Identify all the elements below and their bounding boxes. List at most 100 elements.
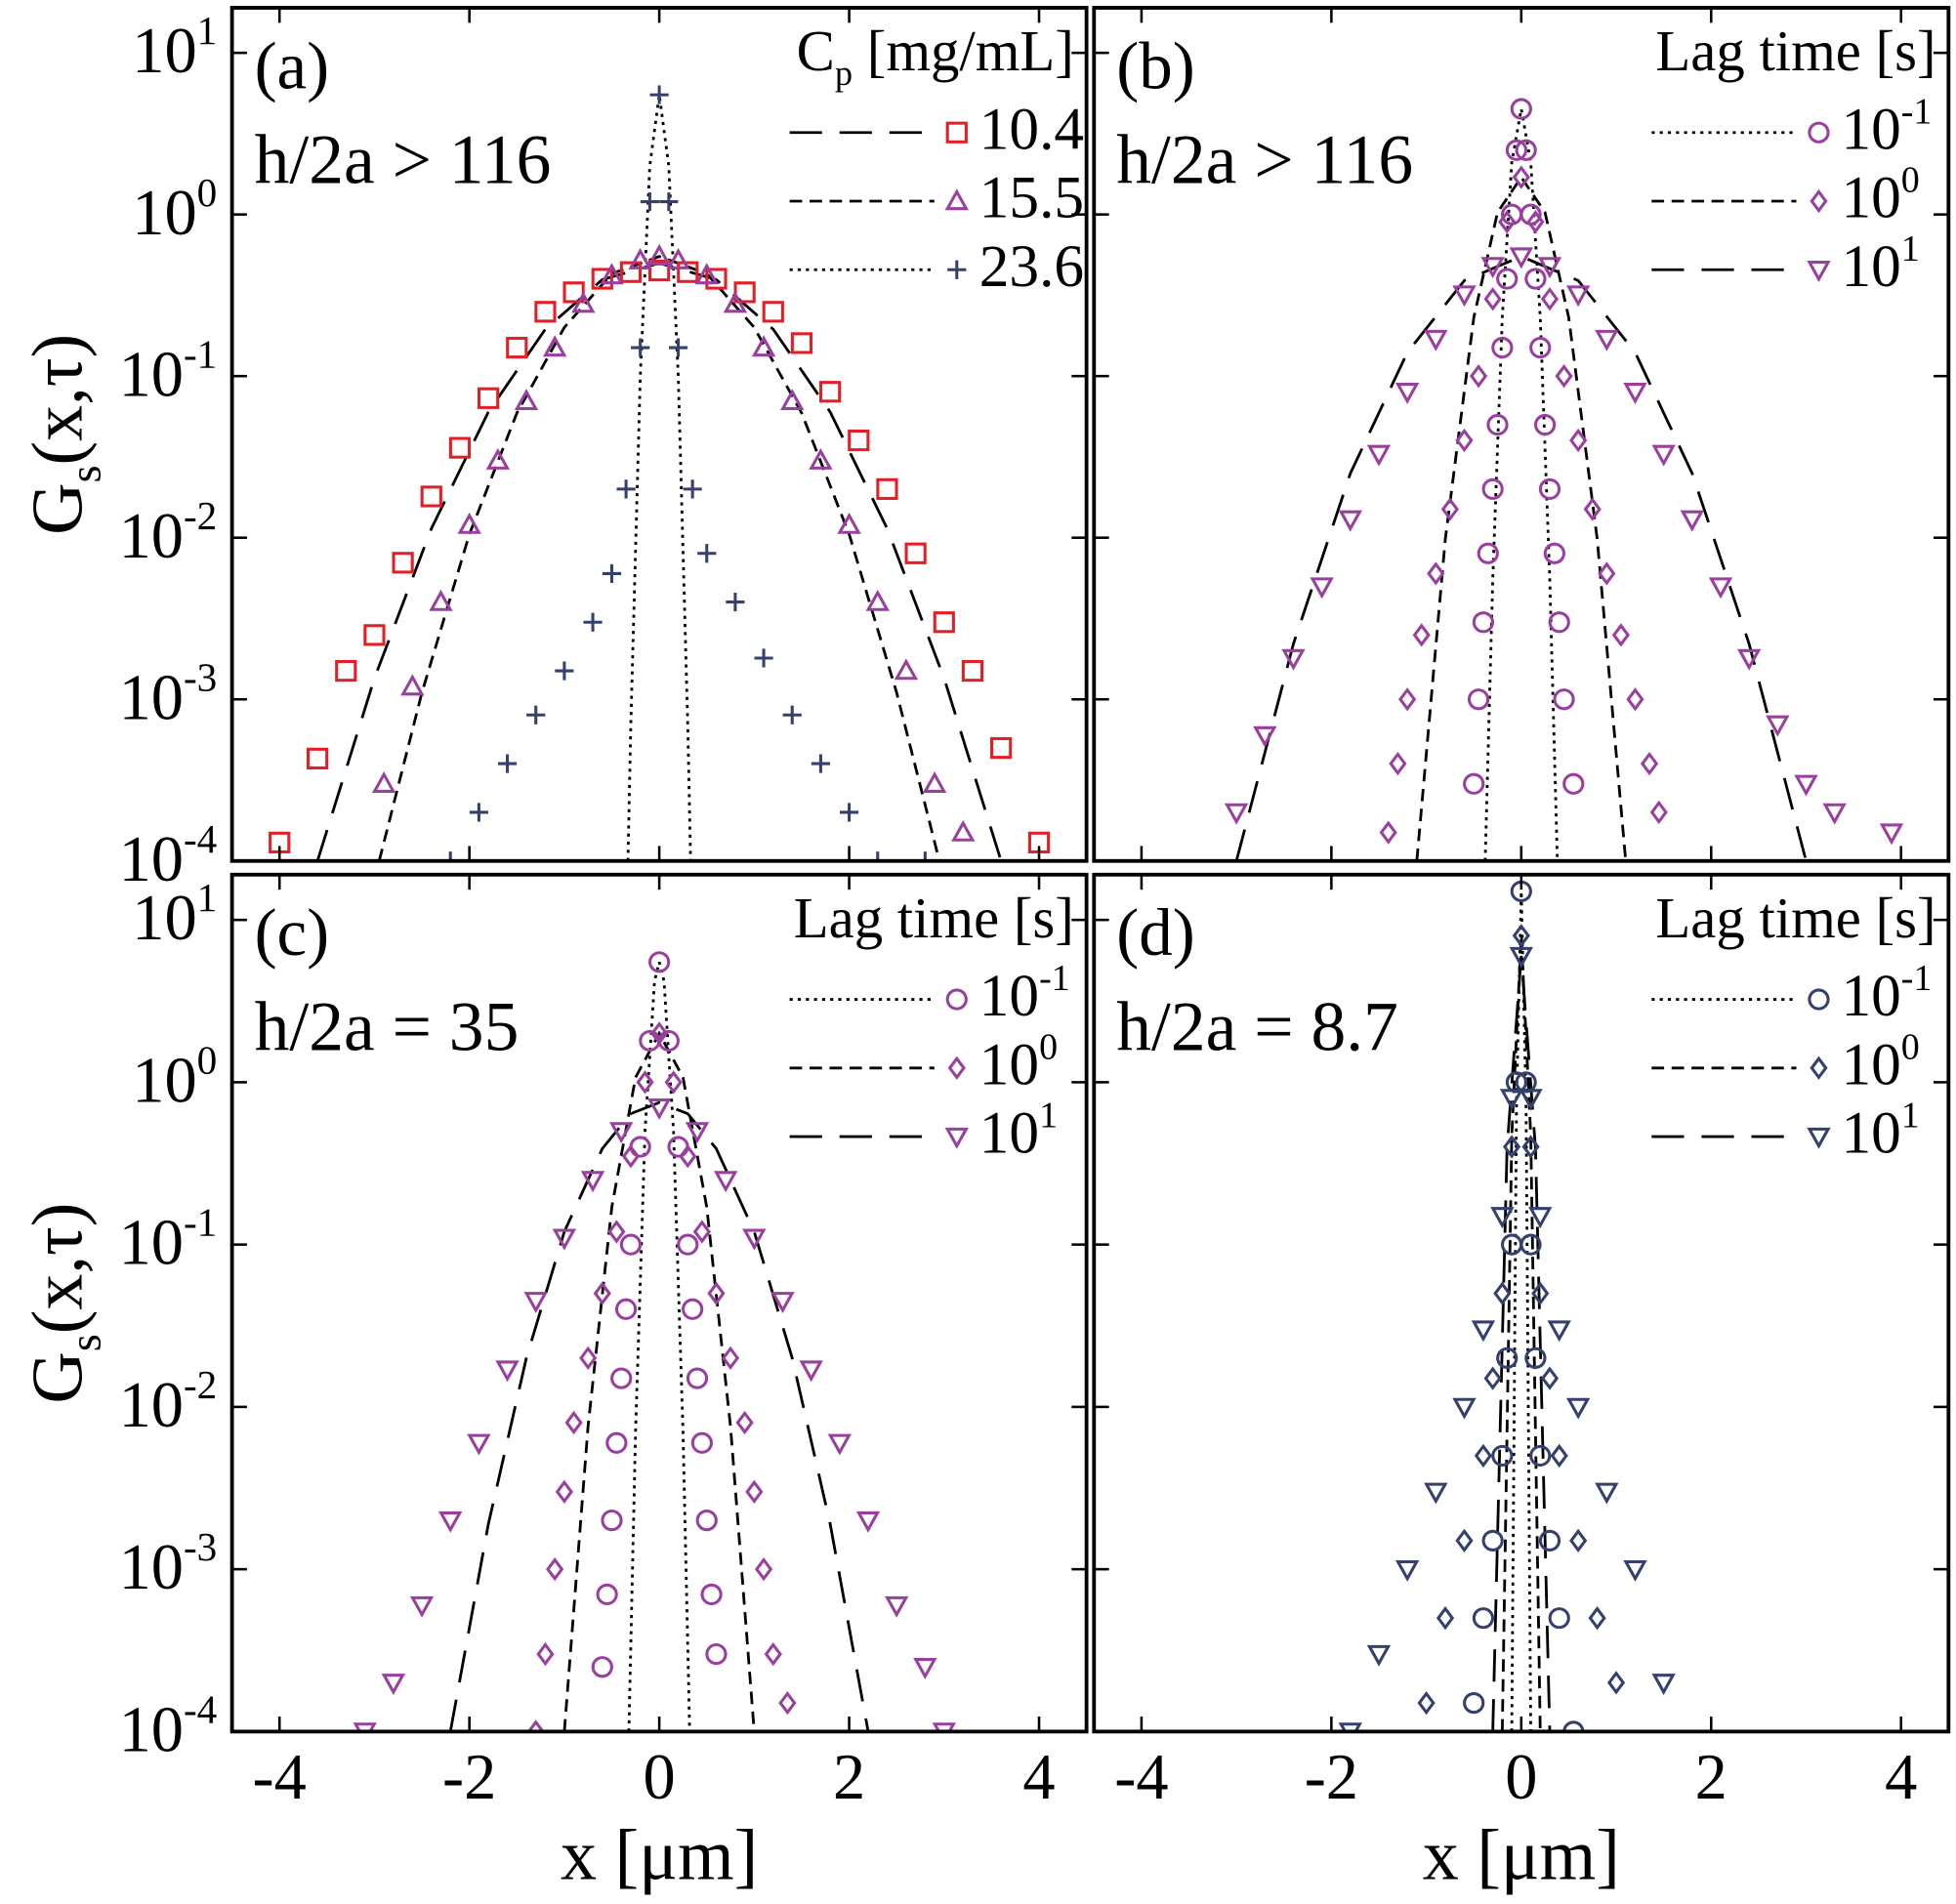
marker-plus [469,803,488,822]
marker-triangle [1310,577,1334,600]
marker-circle [629,1136,651,1158]
marker-triangle [600,263,624,285]
marker-triangle [855,1511,881,1533]
marker-triangle [944,188,969,211]
marker-plus [683,479,702,499]
marker-triangle [1338,1722,1362,1732]
marker-circle [1472,1607,1495,1630]
marker-triangle [837,512,861,534]
marker-circle [1486,413,1509,436]
marker-diamond [1436,1606,1455,1631]
marker-triangle [1595,329,1619,352]
superscript: -4 [184,1687,217,1732]
marker-diamond [621,1144,641,1169]
marker-diamond [1810,1055,1828,1080]
text-run: 10 [119,340,184,411]
marker-circle [695,1509,718,1532]
marker-plus [754,648,773,668]
text-run: 10 [119,1695,184,1766]
text-run: 23.6 [979,233,1084,300]
superscript: 0 [197,170,218,215]
legend-label: 10-1 [1841,91,1932,162]
text-run: 2 [1695,1742,1727,1813]
text-run: [mg/mL] [853,21,1074,84]
text-run: (b) [1116,28,1194,103]
marker-circle [1496,268,1519,290]
marker-triangle [1519,1089,1543,1111]
marker-circle [1524,268,1547,290]
marker-diamond [1512,165,1530,189]
text-run: h/2a = 35 [255,989,520,1066]
marker-square [306,747,329,770]
marker-circle [1481,477,1504,500]
marker-triangle [523,1292,548,1314]
marker-plus [602,563,622,584]
text-run: 10 [1841,96,1900,162]
marker-circle [1808,121,1830,144]
marker-circle [1505,139,1528,161]
marker-triangle [1807,1127,1831,1149]
legend-title: Lag time [s] [1655,21,1935,84]
marker-plus [697,544,717,563]
text-run: G [18,482,98,535]
y-tick-label: 10-4 [119,1687,218,1766]
marker-diamond [1483,287,1502,311]
superscript: 0 [1039,1026,1058,1067]
marker-triangle [1565,285,1591,308]
marker-triangle [429,589,453,611]
marker-circle [614,1298,638,1320]
marker-diamond [1640,751,1659,776]
marker-triangle [1528,1207,1553,1229]
fit-line [1500,935,1542,1732]
y-tick-label: 10-4 [119,816,218,895]
x-tick-label: 4 [1022,1742,1055,1813]
text-run: x [μm] [1423,1816,1620,1896]
marker-diamond [754,1557,773,1582]
marker-triangle [1394,383,1420,404]
annotation: h/2a > 116 [1116,122,1413,199]
text-run: G [18,1351,98,1404]
marker-diamond [579,1345,598,1370]
marker-plus [640,191,659,212]
marker-triangle [438,1511,463,1533]
marker-diamond [1521,1135,1540,1159]
marker-triangle [751,335,776,357]
marker-triangle [1471,1320,1496,1343]
legend-label: 10-1 [1841,958,1932,1029]
marker-circle [605,1431,628,1454]
y-tick-label: 101 [132,876,217,955]
marker-diamond [1626,687,1644,712]
text-run: Lag time [s] [1655,887,1935,950]
text-run: (a) [255,28,330,103]
marker-diamond [679,1144,697,1169]
marker-triangle [1794,774,1818,797]
marker-diamond [536,1641,555,1667]
marker-diamond [947,1055,966,1080]
marker-square [392,552,414,574]
text-run: (x,τ) [18,1203,98,1335]
marker-triangle [542,335,567,357]
marker-triangle [799,1360,823,1383]
marker-triangle [1651,444,1676,467]
marker-plus [616,479,636,499]
superscript: 1 [1039,1095,1058,1136]
marker-triangle [1281,648,1306,671]
y-tick-label: 10-3 [119,655,218,734]
marker-triangle [609,1122,634,1144]
marker-diamond [664,1070,683,1095]
legend-label: 100 [979,1026,1058,1097]
marker-diamond [555,1479,573,1504]
marker-circle [1463,772,1485,795]
text-run: 10 [132,178,196,249]
marker-triangle [1623,1559,1647,1582]
marker-circle [591,1656,613,1678]
text-run: C [797,21,835,84]
marker-diamond [1440,497,1459,521]
marker-triangle [467,1433,491,1456]
marker-circle [705,1642,728,1666]
text-run: 10 [979,963,1039,1029]
marker-triangle [1565,1397,1591,1420]
marker-diamond [1583,497,1602,521]
